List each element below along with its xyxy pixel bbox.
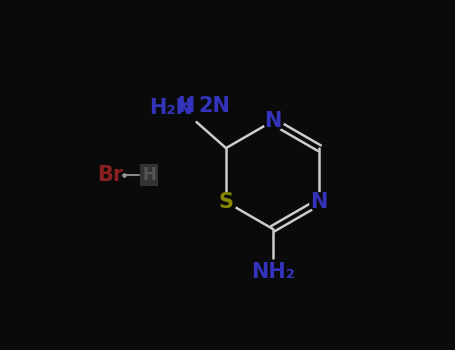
Text: NH₂: NH₂ [251, 262, 294, 282]
Text: N: N [264, 111, 281, 131]
Text: S: S [218, 192, 233, 212]
Text: N: N [311, 192, 328, 212]
Text: H₂N: H₂N [149, 98, 193, 118]
Text: 2N: 2N [198, 96, 230, 116]
Text: Br: Br [97, 165, 123, 185]
Text: H: H [142, 166, 157, 184]
Text: H: H [177, 96, 195, 116]
